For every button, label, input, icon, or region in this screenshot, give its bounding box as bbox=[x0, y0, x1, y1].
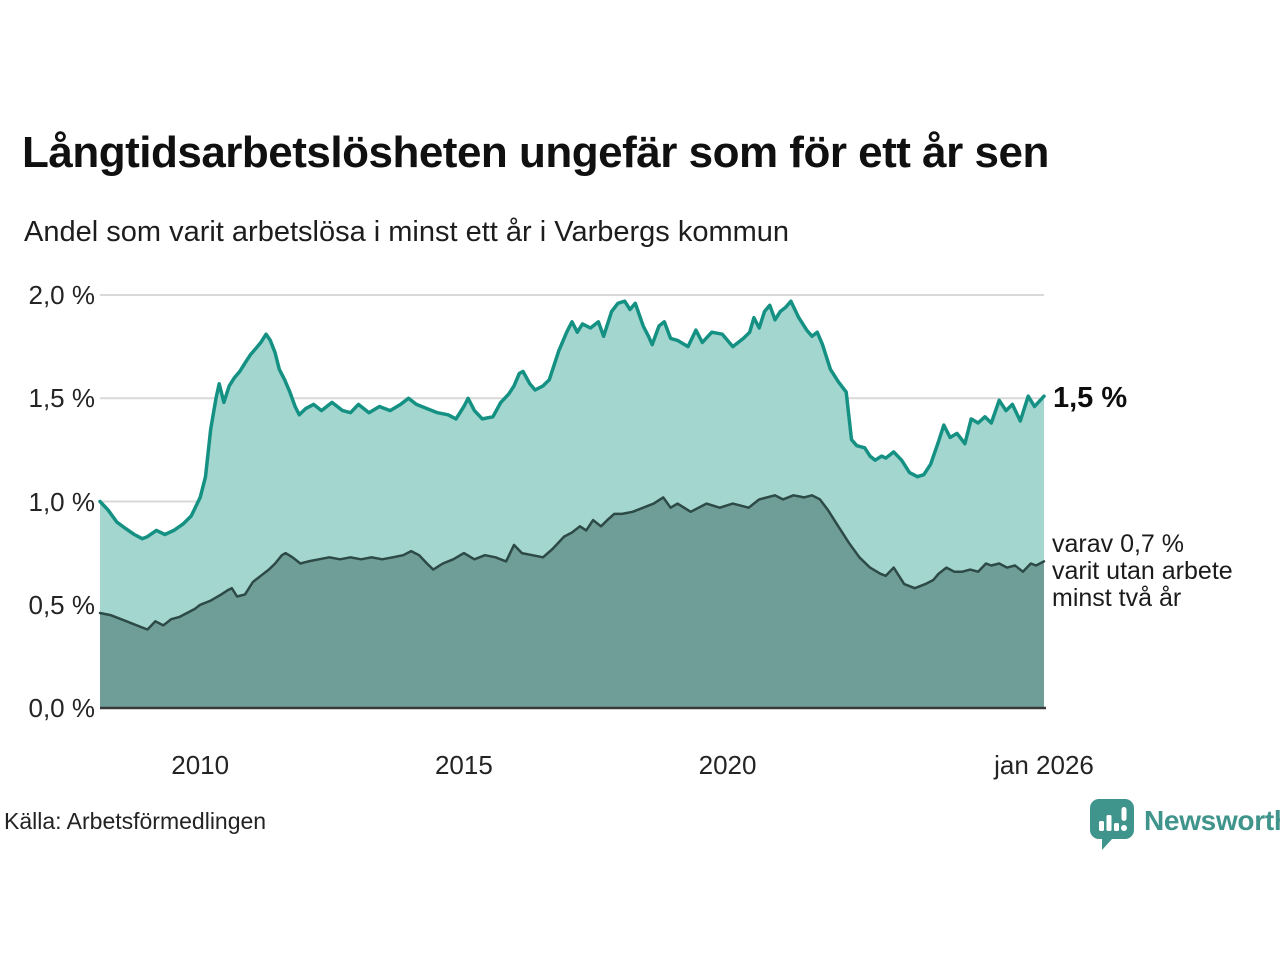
line-series-2 bbox=[98, 494, 1046, 631]
y-tick-label: 1,5 % bbox=[28, 383, 96, 414]
y-tick-label: 0,5 % bbox=[28, 589, 96, 620]
area-fill-series-2 bbox=[100, 495, 1044, 708]
latest-value-annotation: 1,5 % bbox=[1053, 382, 1128, 414]
line-series-1 bbox=[98, 299, 1046, 541]
chart-subtitle: Andel som varit arbetslösa i minst ett å… bbox=[24, 216, 790, 248]
newsworthy-wordmark: Newsworthy bbox=[1144, 805, 1280, 836]
source-attribution: Källa: Arbetsförmedlingen bbox=[4, 808, 267, 834]
y-tick-label: 1,0 % bbox=[28, 486, 96, 517]
x-tick-label: 2010 bbox=[171, 750, 230, 780]
x-tick-label: jan 2026 bbox=[994, 750, 1094, 780]
two-year-annotation: varav 0,7 % varit utan arbete minst två … bbox=[1052, 530, 1233, 612]
newsworthy-bubble-chart-icon bbox=[1090, 799, 1134, 850]
newsworthy-logo: Newsworthy bbox=[1089, 798, 1280, 854]
x-tick-label: 2015 bbox=[434, 750, 493, 780]
page-title: Långtidsarbetslösheten ungefär som för e… bbox=[22, 128, 1049, 177]
x-tick-label: 2020 bbox=[698, 750, 757, 780]
y-tick-label: 0,0 % bbox=[28, 693, 96, 723]
y-tick-label: 2,0 % bbox=[28, 280, 96, 310]
